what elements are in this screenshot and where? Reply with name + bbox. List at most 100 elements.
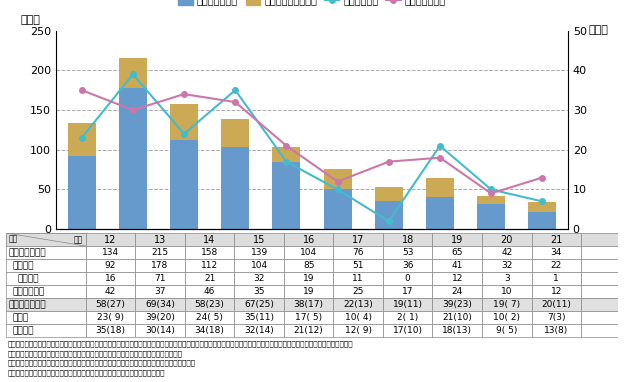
Text: 215: 215 [152, 248, 168, 257]
Text: 112: 112 [201, 261, 218, 270]
Text: 19(11): 19(11) [392, 300, 422, 309]
Text: 39(23): 39(23) [442, 300, 472, 309]
Bar [581, 324, 618, 337]
Y-axis label: （人）: （人） [588, 24, 608, 35]
Bar [235, 246, 284, 259]
Text: 25: 25 [353, 287, 364, 296]
Bar [333, 311, 383, 324]
Bar [581, 285, 618, 298]
Bar [85, 272, 135, 285]
Bar [6, 272, 85, 285]
Bar [482, 324, 532, 337]
Bar [477, 196, 505, 204]
Text: 35(11): 35(11) [244, 313, 274, 322]
Text: 暑力団等: 暑力団等 [13, 261, 34, 270]
Text: 17: 17 [352, 235, 364, 244]
Bar [333, 259, 383, 272]
Text: 16: 16 [105, 274, 116, 283]
Text: 22(13): 22(13) [343, 300, 373, 309]
Bar [235, 311, 284, 324]
Text: 32: 32 [253, 274, 265, 283]
Bar [383, 298, 432, 311]
Bar [185, 311, 235, 324]
Bar [85, 298, 135, 311]
Text: 134: 134 [102, 248, 119, 257]
Bar [135, 324, 185, 337]
Text: 17( 5): 17( 5) [295, 313, 322, 322]
Text: 32: 32 [501, 261, 512, 270]
Bar [221, 119, 250, 147]
Bar [333, 324, 383, 337]
Text: 104: 104 [251, 261, 268, 270]
Bar [477, 204, 505, 229]
Bar [85, 311, 135, 324]
Bar [135, 233, 185, 246]
Text: 21: 21 [550, 235, 562, 244]
Text: 21(12): 21(12) [294, 326, 323, 335]
Bar [170, 140, 198, 229]
Bar [170, 104, 198, 140]
Bar [532, 311, 581, 324]
Bar [333, 233, 383, 246]
Text: 19: 19 [303, 287, 314, 296]
Text: 死者数: 死者数 [13, 313, 29, 322]
Bar [383, 311, 432, 324]
Bar [284, 272, 333, 285]
Bar [284, 298, 333, 311]
Bar [235, 285, 284, 298]
Text: 158: 158 [201, 248, 218, 257]
Bar [532, 246, 581, 259]
Bar [135, 259, 185, 272]
Text: 死傷者数（人）: 死傷者数（人） [8, 300, 46, 309]
Text: 34: 34 [550, 248, 562, 257]
Text: 発砲総数（件）: 発砲総数（件） [8, 248, 46, 257]
Text: 9( 5): 9( 5) [496, 326, 517, 335]
Text: 18: 18 [402, 235, 414, 244]
Text: 69(34): 69(34) [145, 300, 175, 309]
Bar [374, 201, 403, 229]
Bar [6, 259, 85, 272]
Bar [432, 246, 482, 259]
Bar [185, 246, 235, 259]
Text: 20(11): 20(11) [542, 300, 571, 309]
Text: 21: 21 [204, 274, 215, 283]
Text: 対立抗争: 対立抗争 [18, 274, 39, 283]
Bar [383, 285, 432, 298]
Text: 年次: 年次 [9, 235, 18, 244]
Text: 35: 35 [253, 287, 265, 296]
Text: 負傂者数: 負傂者数 [13, 326, 34, 335]
Bar [482, 272, 532, 285]
Bar [6, 233, 85, 246]
Bar [85, 233, 135, 246]
Bar [6, 311, 85, 324]
Bar [383, 246, 432, 259]
Bar [532, 324, 581, 337]
Bar [284, 246, 333, 259]
Bar [528, 212, 557, 229]
Bar [528, 202, 557, 212]
Bar [6, 285, 85, 298]
Text: 15: 15 [253, 235, 265, 244]
Text: 58(23): 58(23) [195, 300, 225, 309]
Bar [432, 272, 482, 285]
Bar [119, 88, 147, 229]
Bar [581, 311, 618, 324]
Bar [581, 272, 618, 285]
Text: 37: 37 [154, 287, 166, 296]
Bar [135, 246, 185, 259]
Text: 85: 85 [303, 261, 314, 270]
Text: 10( 4): 10( 4) [344, 313, 372, 322]
Bar [383, 324, 432, 337]
Bar [532, 259, 581, 272]
Text: 21(10): 21(10) [442, 313, 472, 322]
Bar [581, 259, 618, 272]
Text: 12: 12 [452, 274, 463, 283]
Text: 22: 22 [550, 261, 562, 270]
Text: 23( 9): 23( 9) [97, 313, 124, 322]
Bar [482, 285, 532, 298]
Bar [482, 298, 532, 311]
Bar [67, 156, 96, 229]
Bar [6, 324, 85, 337]
Bar [119, 58, 147, 88]
Text: 19: 19 [303, 274, 314, 283]
